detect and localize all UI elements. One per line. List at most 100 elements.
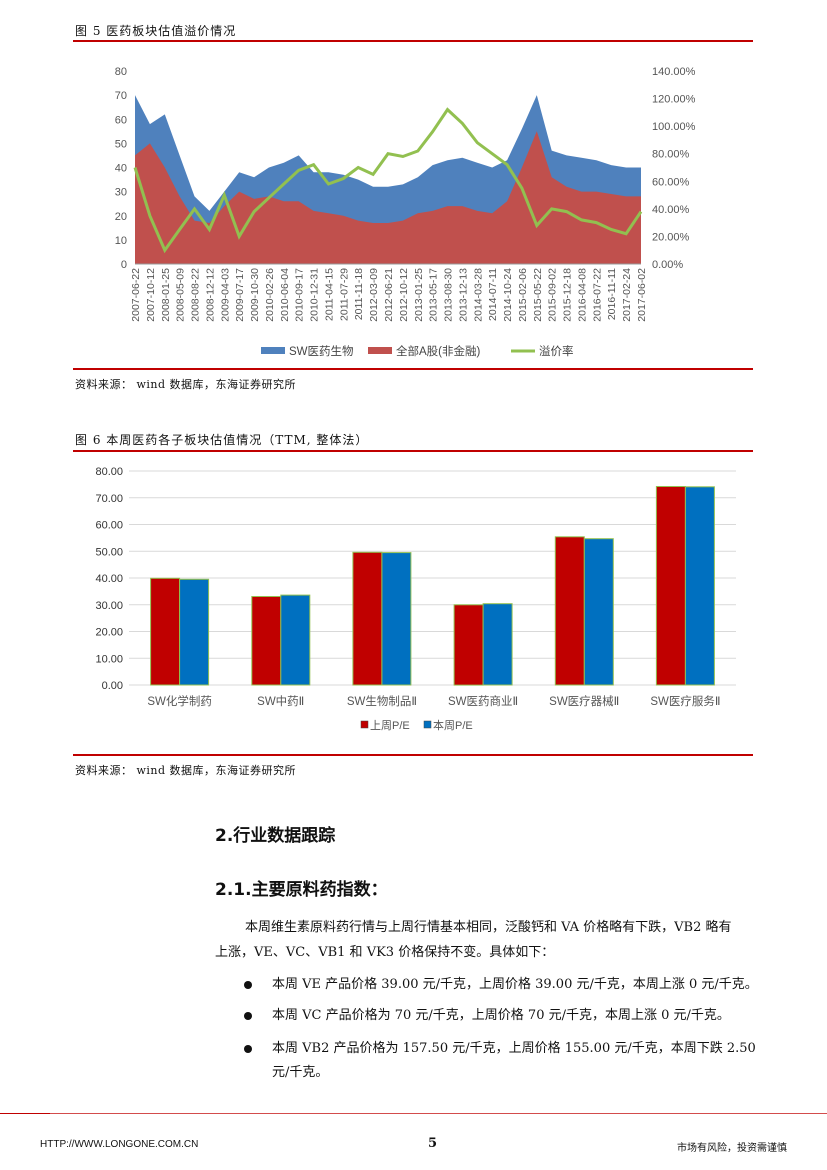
figure5-title: 图 5 医药板块估值溢价情况	[75, 24, 237, 38]
bar	[179, 578, 210, 686]
bar	[150, 577, 181, 686]
y-left-tick-label: 20	[115, 211, 127, 223]
y-tick-label: 60.00	[95, 520, 123, 532]
legend-swatch	[261, 347, 285, 354]
page-number: 5	[428, 1136, 438, 1151]
figure5-top-rule	[73, 40, 753, 42]
x-tick-label: 2009-07-17	[234, 268, 246, 322]
y-left-tick-label: 10	[115, 235, 127, 247]
x-tick-label: 2016-07-22	[591, 268, 603, 322]
y-left-tick-label: 0	[121, 259, 127, 271]
area-all-a-shares	[135, 131, 641, 264]
x-category-label: SW生物制品Ⅱ	[347, 694, 417, 708]
valuation-premium-chart: 0 10 20 30 40 50 60 70 80 0.00% 20.00% 40.00% 60.00%…	[115, 66, 696, 358]
x-tick-label: 2007-06-22	[130, 268, 142, 322]
bar	[453, 604, 484, 686]
section-heading: 2.行业数据跟踪	[215, 826, 336, 846]
x-tick-label: 2011-11-18	[353, 268, 365, 320]
x-tick-label: 2013-05-17	[428, 268, 440, 322]
figure5-bottom-rule	[73, 368, 753, 370]
figure6-bottom-rule	[73, 754, 753, 756]
x-tick-label: 2011-07-29	[338, 268, 350, 321]
bullet-item: 本周 VB2 产品价格为 157.50 元/千克，上周价格 155.00 元/千…	[272, 1041, 756, 1056]
legend-label: 上周P/E	[370, 719, 410, 732]
x-tick-label: 2008-01-25	[160, 268, 172, 322]
bullet-item: 本周 VC 产品价格为 70 元/千克，上周价格 70 元/千克，本周上涨 0 …	[272, 1008, 730, 1023]
y-left-tick-label: 60	[115, 114, 127, 126]
y-left-tick-label: 70	[115, 90, 127, 102]
y-right-tick-label: 140.00%	[652, 66, 696, 78]
y-left-tick-label: 50	[115, 138, 127, 150]
figure5-source: 资料来源： wind 数据库，东海证券研究所	[75, 378, 297, 391]
x-tick-label: 2010-02-26	[264, 268, 276, 322]
x-tick-label: 2013-01-25	[413, 268, 425, 322]
y-tick-label: 10.00	[95, 653, 123, 665]
figure6-top-rule	[73, 450, 753, 452]
legend-swatch	[368, 347, 392, 354]
bar	[482, 603, 513, 686]
x-category-label: SW医疗器械Ⅱ	[549, 694, 619, 708]
bar	[352, 551, 383, 686]
y-right-tick-label: 0.00%	[652, 259, 683, 271]
x-category-label: SW化学制药	[147, 694, 212, 708]
x-tick-label: 2016-04-08	[577, 268, 589, 322]
bar	[251, 596, 282, 686]
legend-swatch	[360, 720, 369, 729]
subsection-heading: 2.1.主要原料药指数：	[215, 880, 388, 900]
line-premium-rate	[133, 107, 643, 254]
x-tick-label: 2010-06-04	[279, 268, 291, 322]
bullet-dot	[244, 1012, 252, 1020]
figure6-title: 图 6 本周医药各子板块估值情况（TTM, 整体法）	[75, 433, 369, 447]
y-right-tick-label: 120.00%	[652, 94, 696, 106]
x-category-label: SW医疗服务Ⅱ	[650, 694, 720, 708]
x-tick-label: 2014-07-11	[487, 268, 499, 321]
bullet-dot	[244, 981, 252, 989]
x-tick-label: 2010-12-31	[309, 268, 321, 322]
bar	[381, 552, 412, 686]
x-tick-label: 2009-04-03	[219, 268, 231, 322]
footer-rule-left	[0, 1113, 50, 1114]
y-left-tick-label: 40	[115, 163, 127, 175]
x-tick-label: 2008-12-12	[204, 268, 216, 322]
x-tick-label: 2013-12-13	[457, 268, 469, 322]
paragraph-line-1: 本周维生素原料药行情与上周行情基本相同，泛酸钙和 VA 价格略有下跌，VB2 略…	[245, 920, 732, 935]
y-tick-label: 80.00	[95, 466, 123, 478]
legend-label: SW医药生物	[289, 344, 354, 358]
y-tick-label: 50.00	[95, 546, 123, 558]
x-tick-label: 2015-05-22	[532, 268, 544, 322]
footer-url-link[interactable]: HTTP://WWW.LONGONE.COM.CN	[40, 1139, 199, 1150]
x-tick-label: 2016-11-11	[606, 268, 618, 320]
x-tick-label: 2007-10-12	[145, 268, 157, 322]
footer-disclaimer: 市场有风险，投资需谨慎	[677, 1143, 787, 1154]
figure6-source: 资料来源： wind 数据库，东海证券研究所	[75, 764, 297, 777]
y-tick-label: 40.00	[95, 573, 123, 585]
footer-rule	[50, 1113, 827, 1114]
x-tick-label: 2014-10-24	[502, 268, 514, 322]
legend-swatch	[423, 720, 432, 729]
legend-label: 全部A股(非金融)	[396, 344, 480, 358]
y-left-tick-label: 30	[115, 187, 127, 199]
x-tick-label: 2015-02-06	[517, 268, 529, 322]
x-tick-label: 2014-03-28	[472, 268, 484, 322]
subsector-pe-chart: 0.00 10.00 20.00 30.00 40.00 50.00 60.00 70.00 8…	[95, 466, 736, 732]
bar	[684, 486, 715, 686]
bullet-item-continuation: 元/千克。	[272, 1065, 329, 1080]
x-tick-label: 2015-09-02	[547, 268, 559, 322]
y-tick-label: 20.00	[95, 627, 123, 639]
x-tick-label: 2010-09-17	[294, 268, 306, 322]
legend-label: 本周P/E	[433, 718, 473, 732]
x-tick-label: 2015-12-18	[562, 268, 574, 322]
bar	[583, 538, 614, 686]
x-tick-label: 2012-06-21	[383, 268, 395, 322]
y-right-tick-label: 100.00%	[652, 121, 696, 133]
y-tick-label: 0.00	[102, 680, 123, 692]
bar	[554, 536, 585, 686]
x-tick-label: 2012-10-12	[398, 268, 410, 322]
x-category-label: SW中药Ⅱ	[257, 695, 304, 708]
x-tick-label: 2008-08-22	[190, 268, 202, 322]
paragraph-line-2: 上涨，VE、VC、VB1 和 VK3 价格保持不变。具体如下：	[215, 945, 555, 960]
y-left-tick-label: 80	[115, 66, 127, 78]
x-tick-label: 2017-02-24	[621, 268, 633, 322]
x-tick-label: 2008-05-09	[175, 268, 187, 322]
y-right-tick-label: 80.00%	[652, 149, 690, 161]
